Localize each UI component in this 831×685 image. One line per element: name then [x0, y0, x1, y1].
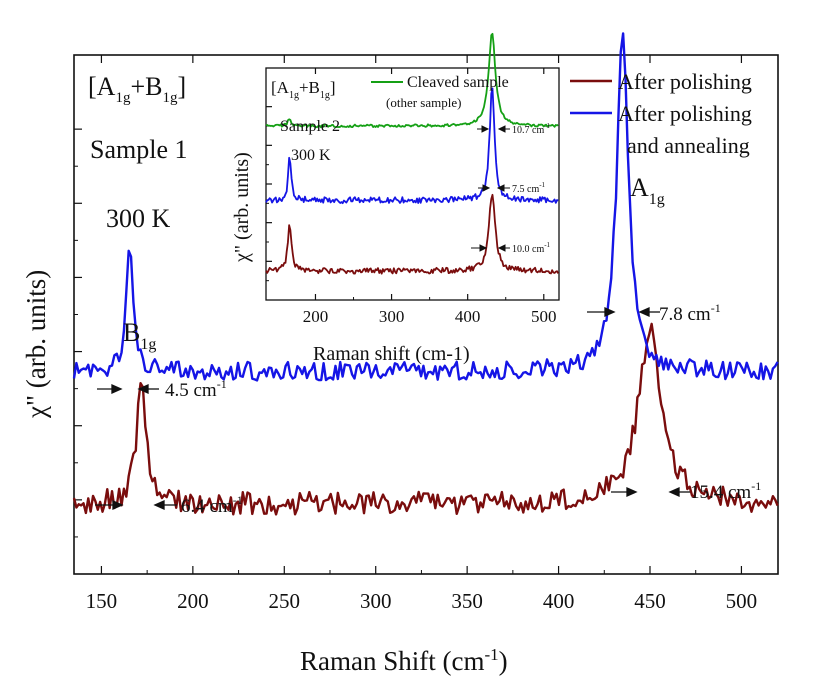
legend-label-polished: After polishing — [618, 69, 752, 94]
main-symmetry-label: [A1g+B1g] — [88, 72, 186, 106]
width-arrow-b1g-polished — [95, 499, 177, 511]
series-line-after-polishing — [265, 193, 560, 275]
inset-temperature-label: 300 K — [291, 147, 331, 164]
x-tick-label: 150 — [86, 589, 118, 613]
x-tick-label: 250 — [269, 589, 301, 613]
inset-symmetry-label: [A1g+B1g] — [271, 78, 336, 101]
width-label-b1g-polished: 6.4 cm-1 — [181, 493, 243, 517]
x-tick-label: 350 — [451, 589, 483, 613]
inset-sample-label: Sample 2 — [280, 118, 340, 135]
x-tick-label: 450 — [634, 589, 666, 613]
main-legend: After polishing After polishing and anne… — [570, 69, 752, 158]
inset-width-arrows — [471, 125, 510, 252]
x-tick-label: 200 — [177, 589, 209, 613]
width-arrow-b1g-annealed — [97, 383, 159, 395]
x-tick-label: 500 — [726, 589, 758, 613]
main-x-axis-label: Raman Shift (cm-1) — [300, 645, 508, 676]
x-tick-label: 500 — [531, 307, 557, 326]
inset-y-axis-label: χ" (arb. units) — [231, 152, 253, 263]
main-y-ticks — [74, 128, 82, 538]
width-label-a1g-annealed: 7.8 cm-1 — [659, 301, 721, 325]
series-line-cleaved-sample — [265, 32, 559, 129]
inset-background — [266, 68, 559, 300]
x-tick-label: 300 — [379, 307, 405, 326]
inset-x-ticks: 200 300 400 500 — [303, 68, 557, 326]
inset-legend-label-cleaved: Cleaved sample — [407, 74, 509, 91]
x-tick-label: 300 — [360, 589, 392, 613]
main-series — [72, 32, 779, 516]
width-label-a1g-polished: 15.4 cm-1 — [690, 479, 761, 503]
main-temperature-label: 300 K — [106, 204, 171, 233]
main-width-arrows — [95, 306, 690, 511]
main-x-ticks: 150 200 250 300 350 400 450 500 — [86, 55, 758, 613]
inset-width-arrow-annealed — [478, 184, 510, 192]
inset-width-arrow-polished — [471, 244, 510, 252]
x-tick-label: 200 — [303, 307, 329, 326]
main-plot: 150 200 250 300 350 400 450 500 Raman Shift (cm… — [21, 32, 779, 676]
inset-legend-label-other-sample: (other sample) — [386, 95, 461, 110]
main-sample-label: Sample 1 — [90, 135, 188, 164]
series-line-after-polishing-and-annealing — [72, 32, 779, 382]
series-line-after-polishing — [72, 322, 779, 516]
inset-x-axis-label: Raman shift (cm-1) — [313, 343, 470, 365]
inset-y-ticks — [266, 106, 272, 282]
inset-width-label-polished: 10.0 cm-1 — [512, 241, 551, 255]
inset-width-arrow-cleaved — [477, 125, 510, 133]
inset-width-label-annealed: 7.5 cm-1 — [512, 181, 546, 195]
x-tick-label: 400 — [455, 307, 481, 326]
width-arrow-a1g-annealed — [587, 306, 660, 318]
b1g-peak-label: B1g — [123, 318, 156, 353]
inset-width-label-cleaved: 10.7 cm-1 — [512, 122, 551, 136]
inset-plot: 200 300 400 500 Raman shift (cm-1) χ" (arb.… — [231, 32, 560, 365]
inset-series — [265, 32, 560, 275]
x-tick-label: 400 — [543, 589, 575, 613]
legend-label-annealed-line2: and annealing — [627, 133, 750, 158]
a1g-peak-label: A1g — [630, 173, 665, 208]
main-y-axis-label: χ" (arb. units) — [21, 270, 51, 419]
width-arrow-a1g-polished — [611, 486, 690, 498]
legend-label-annealed-line1: After polishing — [618, 101, 752, 126]
inset-legend: Cleaved sample (other sample) — [371, 74, 509, 110]
series-line-after-polishing-and-annealing — [265, 87, 559, 205]
width-label-b1g-annealed: 4.5 cm-1 — [165, 377, 227, 401]
